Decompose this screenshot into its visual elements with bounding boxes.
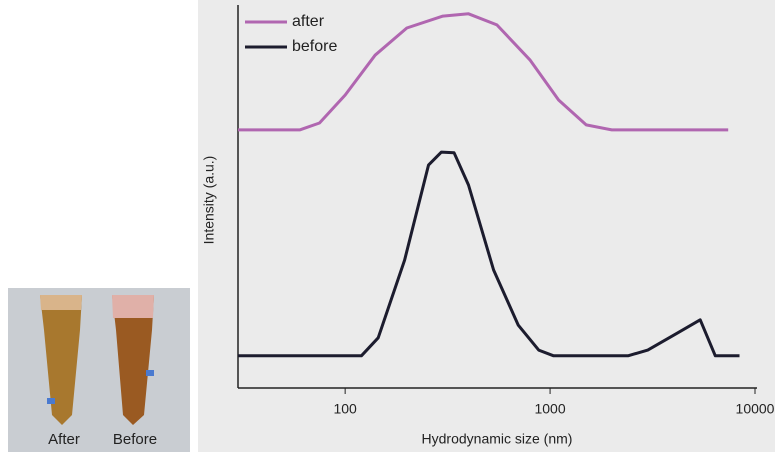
- marker: [47, 398, 55, 404]
- series-line: [238, 12, 729, 132]
- tube-before: [112, 295, 154, 425]
- photo: After Before: [8, 288, 190, 452]
- legend-label: after: [292, 13, 325, 30]
- photo-label: After: [48, 431, 80, 448]
- x-tick-label: 1000: [534, 401, 565, 417]
- photo-label: Before: [113, 431, 157, 448]
- marker: [146, 370, 154, 376]
- tube-after: [40, 295, 82, 425]
- x-tick-label: 10000: [736, 401, 775, 417]
- series-line: [238, 150, 740, 358]
- legend-label: before: [292, 38, 337, 55]
- y-axis-label: Intensity (a.u.): [201, 156, 217, 245]
- photo-background: [8, 288, 190, 452]
- chart-background: [198, 0, 775, 452]
- tube-cap: [112, 295, 154, 318]
- x-axis-label: Hydrodynamic size (nm): [422, 431, 573, 447]
- tube-cap: [40, 295, 82, 310]
- x-tick-label: 100: [333, 401, 357, 417]
